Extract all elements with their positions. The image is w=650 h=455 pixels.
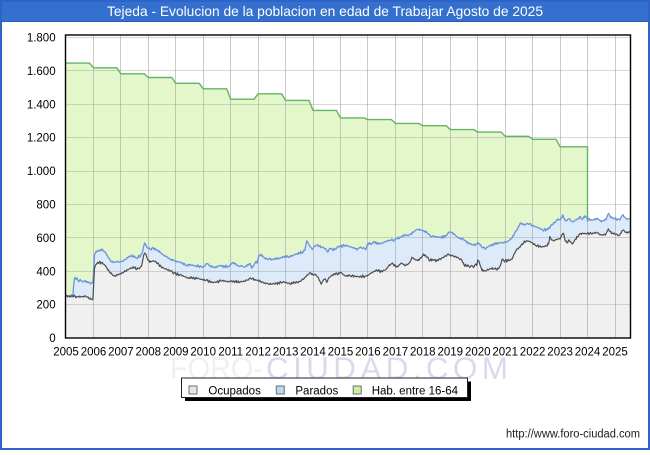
svg-text:Parados: Parados [295,386,338,398]
svg-text:0: 0 [49,333,55,345]
svg-text:2013: 2013 [273,347,299,359]
svg-text:2024: 2024 [575,347,601,359]
svg-text:1.800: 1.800 [27,33,56,45]
svg-text:2006: 2006 [81,347,107,359]
svg-text:2008: 2008 [136,347,162,359]
svg-text:800: 800 [36,200,55,212]
svg-text:200: 200 [36,300,55,312]
svg-text:2010: 2010 [190,347,216,359]
svg-text:Ocupados: Ocupados [208,386,261,398]
svg-text:1.600: 1.600 [27,66,56,78]
svg-text:600: 600 [36,233,55,245]
svg-text:2019: 2019 [438,347,464,359]
svg-text:2021: 2021 [492,347,518,359]
svg-text:Tejeda - Evolucion de la pobla: Tejeda - Evolucion de la poblacion en ed… [107,3,543,19]
svg-text:2009: 2009 [163,347,189,359]
svg-text:1.200: 1.200 [27,133,56,145]
svg-text:2017: 2017 [383,347,409,359]
svg-text:2007: 2007 [108,347,134,359]
svg-text:2018: 2018 [410,347,436,359]
svg-text:2012: 2012 [245,347,271,359]
svg-text:2023: 2023 [547,347,573,359]
svg-text:2025: 2025 [602,347,628,359]
svg-text:Hab. entre 16-64: Hab. entre 16-64 [372,386,459,398]
svg-text:1.000: 1.000 [27,166,56,178]
svg-text:2011: 2011 [218,347,243,359]
svg-text:2016: 2016 [355,347,381,359]
svg-text:2014: 2014 [300,347,326,359]
svg-text:http://www.foro-ciudad.com: http://www.foro-ciudad.com [506,429,640,441]
svg-text:400: 400 [36,266,55,278]
svg-text:2015: 2015 [328,347,354,359]
svg-text:2020: 2020 [465,347,491,359]
svg-text:1.400: 1.400 [27,99,56,111]
svg-text:2022: 2022 [520,347,546,359]
svg-text:2005: 2005 [53,347,79,359]
